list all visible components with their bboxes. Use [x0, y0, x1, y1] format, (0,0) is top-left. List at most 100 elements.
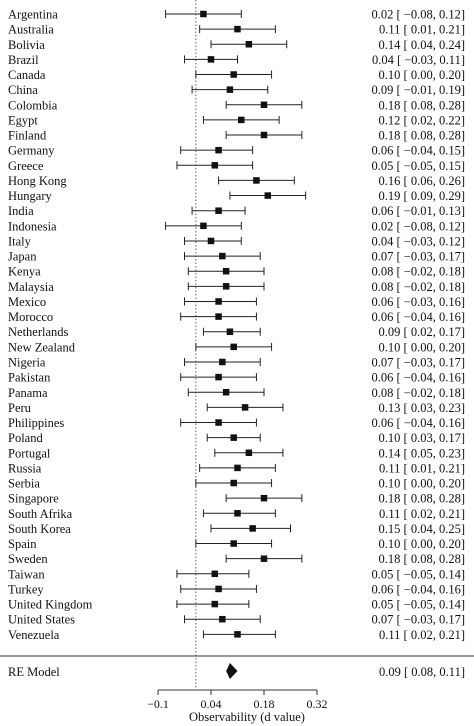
point-estimate [215, 146, 222, 154]
point-estimate [245, 41, 253, 48]
x-axis-label: Observability (d value) [189, 710, 305, 724]
point-estimate [222, 389, 230, 396]
study-estimate-text: 0.06 [ −0.04, 0.16] [372, 416, 466, 430]
study-label: Bolivia [8, 38, 45, 52]
study-row: South Afrika 0.11 [ 0.02, 0.21] [8, 507, 465, 521]
point-estimate [230, 479, 237, 487]
study-estimate-text: 0.15 [ 0.04, 0.25] [379, 522, 465, 536]
study-label: Italy [8, 234, 32, 248]
summary-label: RE Model [8, 665, 60, 679]
study-label: Japan [8, 250, 37, 264]
study-estimate-text: 0.05 [ −0.05, 0.14] [372, 567, 466, 581]
study-row: South Korea 0.15 [ 0.04, 0.25] [8, 522, 465, 536]
study-row: Brazil 0.04 [ −0.03, 0.11] [8, 53, 465, 67]
point-estimate [211, 600, 219, 608]
study-estimate-text: 0.11 [ 0.01, 0.21] [379, 23, 465, 37]
point-estimate [215, 419, 222, 426]
study-label: Egypt [8, 113, 38, 127]
study-label: Poland [8, 431, 43, 445]
x-tick-label: 0.04 [201, 697, 222, 711]
study-label: Mexico [8, 295, 46, 309]
point-estimate [253, 177, 260, 184]
point-estimate [234, 464, 241, 472]
point-estimate [226, 328, 234, 335]
study-label: Singapore [8, 492, 59, 506]
study-row: Panama 0.08 [ −0.02, 0.18] [8, 386, 465, 400]
point-estimate [222, 283, 230, 290]
study-estimate-text: 0.11 [ 0.02, 0.21] [379, 507, 465, 521]
study-estimate-text: 0.06 [ −0.04, 0.16] [372, 582, 466, 596]
study-estimate-text: 0.16 [ 0.06, 0.26] [379, 174, 465, 188]
study-row: Malaysia 0.08 [ −0.02, 0.18] [8, 280, 465, 294]
study-row: Indonesia 0.02 [ −0.08, 0.12] [8, 219, 465, 233]
summary-diamond [226, 663, 238, 679]
study-label: Finland [8, 129, 47, 143]
point-estimate [200, 222, 207, 230]
study-rows: Argentina 0.02 [ −0.08, 0.12] Australia 0.1… [8, 8, 465, 642]
study-estimate-text: 0.12 [ 0.02, 0.22] [379, 113, 465, 127]
study-estimate-text: 0.09 [ 0.02, 0.17] [379, 325, 465, 339]
summary-estimate-text: 0.09 [ 0.08, 0.11] [379, 665, 465, 679]
study-estimate-text: 0.11 [ 0.02, 0.21] [379, 628, 465, 642]
x-tick-label: 0.18 [254, 697, 275, 711]
study-estimate-text: 0.18 [ 0.08, 0.28] [379, 552, 465, 566]
point-estimate [207, 56, 215, 63]
study-row: Mexico 0.06 [ −0.03, 0.16] [8, 295, 465, 309]
study-row: Hong Kong 0.16 [ 0.06, 0.26] [8, 174, 465, 188]
study-estimate-text: 0.14 [ 0.04, 0.24] [379, 38, 465, 52]
point-estimate [215, 585, 222, 593]
study-label: Panama [8, 386, 48, 400]
study-estimate-text: 0.06 [ −0.01, 0.13] [372, 204, 466, 218]
study-label: Brazil [8, 53, 39, 67]
x-axis: −0.1 0.04 0.18 0.32 [147, 689, 328, 711]
study-label: Morocco [8, 310, 53, 324]
study-row: Taiwan 0.05 [ −0.05, 0.14] [8, 567, 465, 581]
study-label: Hungary [8, 189, 52, 203]
study-row: Serbia 0.10 [ 0.00, 0.20] [8, 477, 465, 491]
study-label: Sweden [8, 552, 48, 566]
study-estimate-text: 0.08 [ −0.02, 0.18] [372, 386, 466, 400]
study-label: Venezuela [8, 628, 60, 642]
study-estimate-text: 0.18 [ 0.08, 0.28] [379, 98, 465, 112]
study-label: United Kingdom [8, 598, 93, 612]
study-estimate-text: 0.08 [ −0.02, 0.18] [372, 280, 466, 294]
study-estimate-text: 0.05 [ −0.05, 0.15] [372, 159, 466, 173]
study-label: Netherlands [8, 325, 69, 339]
study-label: Australia [8, 23, 54, 37]
study-label: Peru [8, 401, 32, 415]
summary-row: RE Model 0.09 [ 0.08, 0.11] [8, 663, 465, 679]
study-row: Hungary 0.19 [ 0.09, 0.29] [8, 189, 465, 203]
study-row: Pakistan 0.06 [ −0.04, 0.16] [8, 371, 465, 385]
study-row: Japan 0.07 [ −0.03, 0.17] [8, 250, 465, 264]
study-row: Russia 0.11 [ 0.01, 0.21] [8, 461, 465, 475]
study-label: United States [8, 613, 75, 627]
study-estimate-text: 0.04 [ −0.03, 0.12] [372, 234, 466, 248]
study-estimate-text: 0.07 [ −0.03, 0.17] [372, 355, 466, 369]
study-label: Taiwan [8, 567, 45, 581]
point-estimate [219, 615, 226, 623]
study-estimate-text: 0.02 [ −0.08, 0.12] [372, 219, 466, 233]
study-estimate-text: 0.08 [ −0.02, 0.18] [372, 265, 466, 279]
study-row: Egypt 0.12 [ 0.02, 0.22] [8, 113, 465, 127]
study-row: India 0.06 [ −0.01, 0.13] [8, 204, 465, 218]
study-row: Singapore 0.18 [ 0.08, 0.28] [8, 492, 465, 506]
study-estimate-text: 0.04 [ −0.03, 0.11] [372, 53, 465, 67]
point-estimate [230, 343, 237, 351]
point-estimate [234, 510, 241, 517]
point-estimate [234, 631, 241, 638]
study-row: Bolivia 0.14 [ 0.04, 0.24] [8, 38, 465, 52]
point-estimate [215, 298, 222, 305]
study-row: Colombia 0.18 [ 0.08, 0.28] [8, 98, 465, 112]
study-estimate-text: 0.06 [ −0.04, 0.15] [372, 144, 466, 158]
study-estimate-text: 0.05 [ −0.05, 0.14] [372, 598, 466, 612]
study-row: China 0.09 [ −0.01, 0.19] [8, 83, 465, 97]
study-label: Serbia [8, 477, 40, 491]
study-row: Argentina 0.02 [ −0.08, 0.12] [8, 8, 465, 22]
point-estimate [211, 162, 219, 169]
study-row: Turkey 0.06 [ −0.04, 0.16] [8, 582, 465, 596]
study-label: Canada [8, 68, 46, 82]
study-estimate-text: 0.18 [ 0.08, 0.28] [379, 129, 465, 143]
point-estimate [230, 71, 237, 78]
study-estimate-text: 0.10 [ 0.00, 0.20] [379, 537, 465, 551]
